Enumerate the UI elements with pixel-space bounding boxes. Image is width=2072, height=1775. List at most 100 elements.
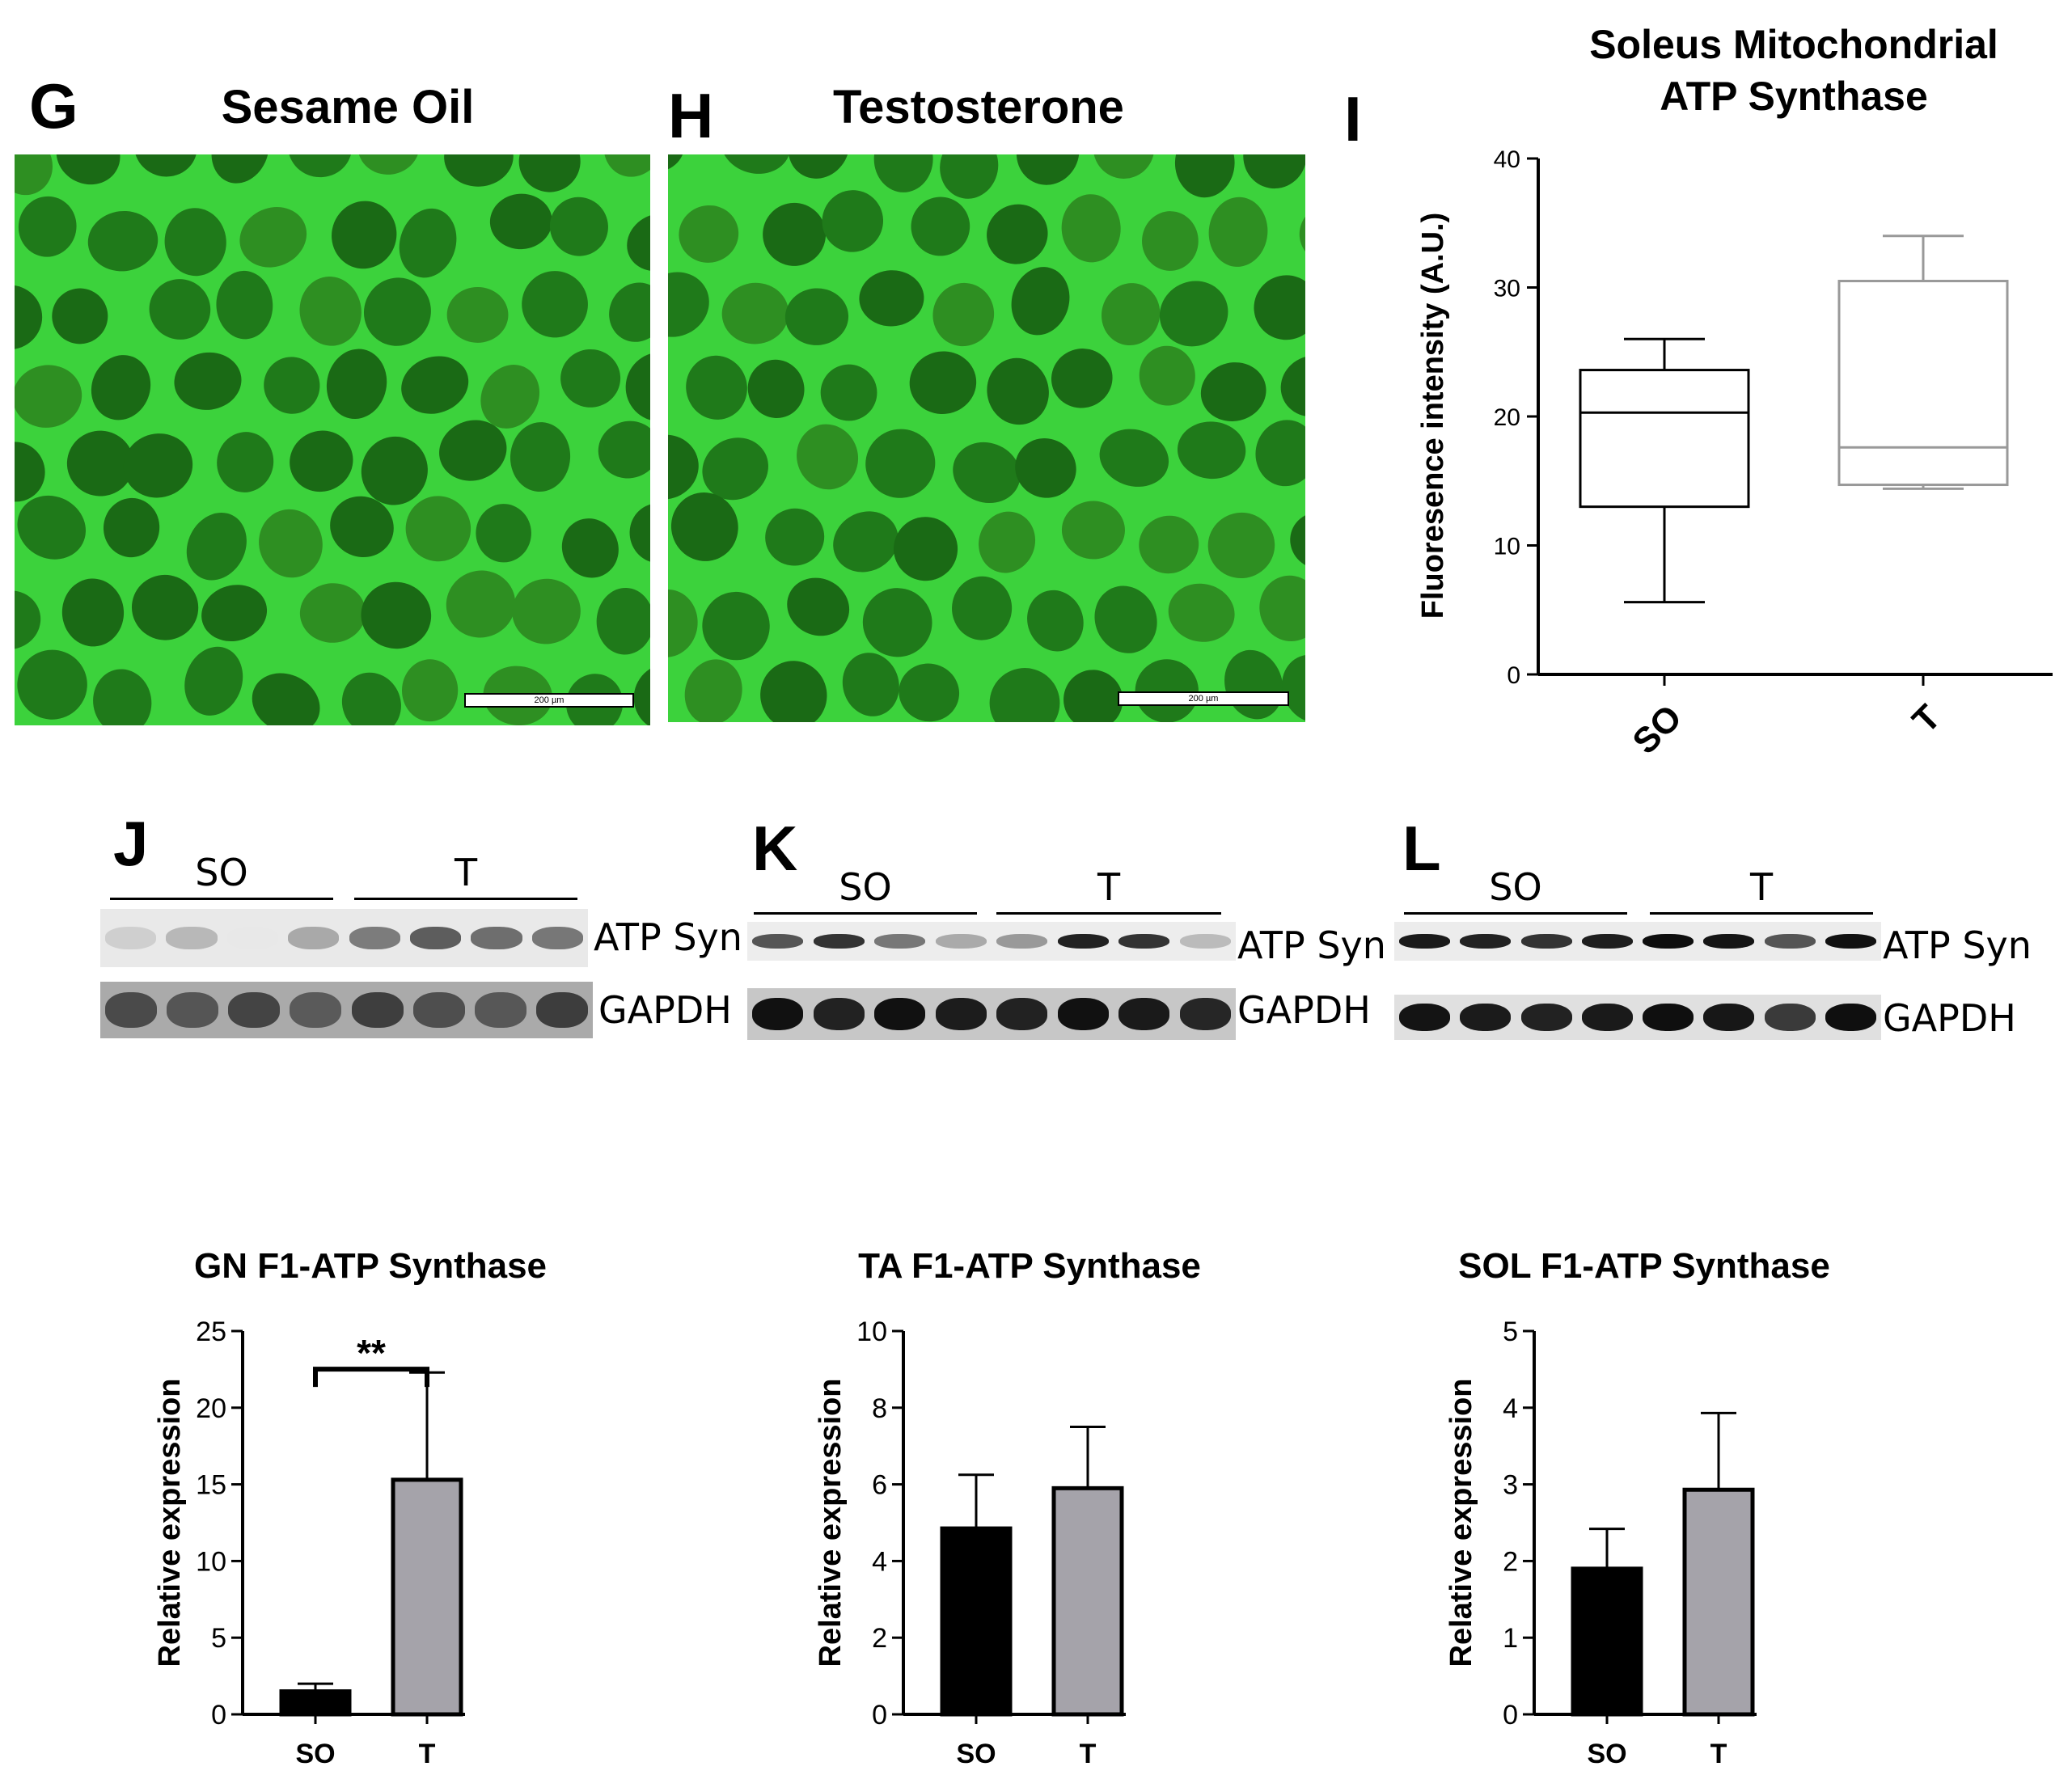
chart-title: GN F1-ATP Synthase <box>194 1246 547 1286</box>
muscle-fiber <box>1208 197 1268 267</box>
y-tick-label: 0 <box>211 1700 226 1731</box>
muscle-fiber <box>363 277 431 346</box>
panel-h-title: Testosterone <box>833 81 1124 133</box>
bar-so <box>1571 1566 1643 1717</box>
box-t <box>1837 280 2009 487</box>
blot-band <box>1460 933 1512 949</box>
blot-band <box>531 927 583 949</box>
group-label-so: SO <box>1489 865 1542 909</box>
muscle-fiber <box>894 517 958 581</box>
blot-band <box>1399 933 1451 949</box>
blot-band <box>752 933 804 949</box>
y-tick-label: 6 <box>872 1470 887 1501</box>
blot-band <box>471 927 522 949</box>
muscle-fiber <box>989 668 1060 738</box>
x-tick-label: SO <box>956 1739 996 1769</box>
blot-band <box>813 933 865 949</box>
muscle-fiber <box>1063 670 1123 730</box>
muscle-fiber <box>91 355 151 421</box>
panel-letter-g: G <box>29 70 78 142</box>
muscle-fiber <box>549 197 608 256</box>
blot-band <box>935 998 987 1030</box>
chart-title-line-2: ATP Synthase <box>1660 74 1928 119</box>
panel-letter-k: K <box>752 813 798 884</box>
muscle-fiber <box>820 364 877 421</box>
muscle-fiber <box>17 495 86 560</box>
muscle-fiber <box>686 355 747 420</box>
muscle-fiber <box>763 202 827 266</box>
gapdh-blot <box>1394 995 1881 1040</box>
muscle-fiber <box>476 504 531 563</box>
blot-band <box>1703 933 1755 949</box>
gapdh-blot <box>100 982 593 1038</box>
muscle-fiber <box>401 356 469 414</box>
soleus-box-plot: Soleus Mitochondrial ATP Synthase 0 10 20 30 4… <box>1416 22 2053 762</box>
y-tick-label: 4 <box>872 1546 887 1577</box>
muscle-fiber <box>299 583 366 643</box>
band-label-gapdh: GAPDH <box>1237 988 1371 1032</box>
muscle-fiber <box>512 578 581 644</box>
muscle-fiber <box>1099 429 1169 487</box>
y-tick-label: 0 <box>1507 662 1520 689</box>
blot-band <box>874 998 926 1030</box>
muscle-fiber <box>1159 281 1228 347</box>
muscle-fiber <box>341 672 401 735</box>
muscle-fiber <box>1255 420 1317 487</box>
muscle-fiber <box>760 661 827 730</box>
muscle-fiber <box>899 663 960 722</box>
panel-letter-h: H <box>668 80 714 151</box>
blot-band <box>1764 933 1816 949</box>
blot-band <box>813 998 865 1030</box>
muscle-fiber <box>290 430 353 492</box>
muscle-fiber <box>909 351 977 414</box>
muscle-fiber <box>17 649 87 720</box>
muscle-fiber <box>131 574 199 640</box>
panel-letter-j: J <box>113 808 149 879</box>
panel-g-title: Sesame Oil <box>221 81 475 133</box>
muscle-fiber <box>596 587 654 655</box>
muscle-fiber <box>149 279 211 340</box>
muscle-fiber <box>217 432 274 492</box>
y-tick-label: 40 <box>1494 146 1520 173</box>
blot-band <box>752 998 804 1030</box>
muscle-fiber <box>833 511 899 573</box>
atp-syn-blot <box>1394 922 1881 961</box>
muscle-fiber <box>399 208 457 278</box>
muscle-fiber <box>330 496 394 558</box>
muscle-fiber <box>1027 590 1084 652</box>
muscle-fiber <box>446 570 516 638</box>
scale-bar-label: 200 µm <box>1188 694 1219 704</box>
muscle-fiber <box>12 365 82 428</box>
y-tick-label: 1 <box>1503 1623 1518 1654</box>
blot-band <box>1581 1003 1633 1032</box>
muscle-fiber <box>797 424 859 490</box>
muscle-fiber <box>787 577 850 636</box>
muscle-fiber <box>953 442 1021 504</box>
muscle-fiber <box>1051 349 1113 408</box>
muscle-fiber <box>66 430 134 497</box>
testosterone-micrograph: 200 µm <box>628 113 1445 809</box>
blot-band <box>1643 1003 1694 1032</box>
x-tick-label: SO <box>1625 697 1689 762</box>
blot-band <box>1179 998 1231 1030</box>
y-tick-label: 3 <box>1503 1470 1518 1501</box>
muscle-fiber <box>679 205 739 263</box>
muscle-fiber <box>822 190 884 252</box>
y-tick-label: 30 <box>1494 276 1520 302</box>
muscle-fiber <box>216 270 273 340</box>
bar-t <box>391 1477 463 1717</box>
scale-bar: 200 µm <box>464 693 634 708</box>
y-tick-label: 0 <box>872 1700 887 1731</box>
panel-letter-l: L <box>1402 813 1441 884</box>
muscle-fiber <box>684 659 742 725</box>
muscle-fiber <box>1015 438 1076 498</box>
y-tick-label: 20 <box>1494 404 1520 431</box>
muscle-fiber <box>299 277 362 346</box>
bar-so <box>940 1526 1013 1717</box>
blot-band <box>228 992 281 1028</box>
gapdh-blot <box>747 988 1236 1040</box>
group-label-t: T <box>1097 865 1121 909</box>
muscle-fiber <box>911 197 970 256</box>
muscle-fiber <box>87 210 159 272</box>
muscle-fiber <box>842 653 899 716</box>
